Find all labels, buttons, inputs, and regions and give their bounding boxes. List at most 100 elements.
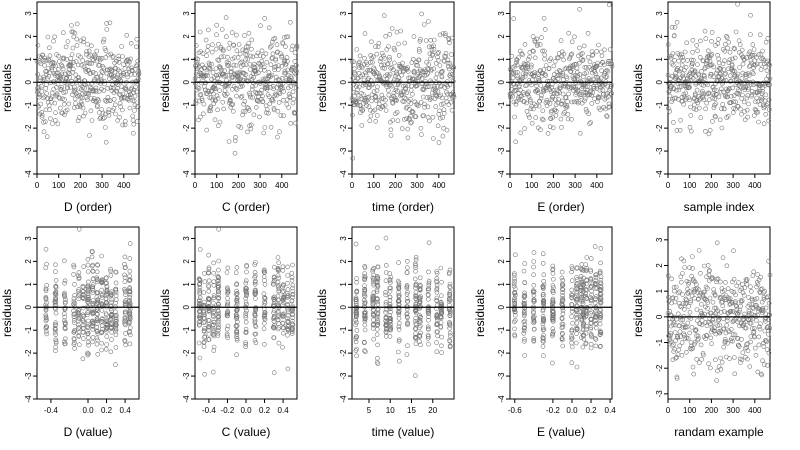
data-point: [94, 269, 100, 275]
data-point: [696, 360, 702, 365]
data-point: [721, 309, 727, 314]
data-point: [387, 334, 393, 339]
data-point: [434, 306, 439, 311]
data-point: [50, 63, 56, 69]
data-point: [748, 58, 754, 63]
data-point: [81, 264, 86, 269]
data-point: [681, 258, 687, 264]
data-point: [428, 37, 434, 43]
data-point: [223, 73, 228, 78]
data-point: [593, 272, 598, 278]
data-point: [209, 62, 214, 67]
x-axis-label: C (value): [222, 425, 271, 439]
data-point: [417, 49, 422, 54]
data-point: [62, 314, 68, 320]
data-point: [396, 75, 402, 80]
data-point: [551, 285, 556, 291]
data-point: [122, 288, 128, 294]
data-point: [247, 61, 253, 67]
data-point: [522, 261, 528, 266]
points-group: [665, 2, 773, 137]
data-point: [76, 227, 82, 232]
data-point: [590, 52, 596, 58]
data-point: [132, 93, 138, 99]
data-point: [36, 104, 41, 110]
data-point: [102, 98, 108, 103]
data-point: [383, 307, 389, 313]
data-point: [94, 311, 100, 317]
data-point: [593, 275, 599, 280]
data-point: [589, 292, 594, 298]
data-point: [425, 336, 431, 341]
data-point: [572, 62, 577, 67]
data-point: [590, 53, 595, 58]
data-point: [550, 276, 556, 282]
data-point: [560, 290, 565, 295]
data-point: [102, 46, 108, 51]
data-point: [197, 308, 203, 314]
data-point: [702, 289, 708, 295]
data-point: [225, 54, 230, 60]
plot-frame: [194, 1, 298, 175]
data-point: [109, 68, 115, 74]
data-point: [449, 52, 454, 57]
data-point: [676, 87, 682, 93]
data-point: [69, 29, 75, 35]
x-axis-label: sample index: [684, 200, 755, 214]
data-point: [241, 70, 246, 76]
data-point: [730, 85, 735, 91]
data-point: [262, 16, 267, 21]
data-point: [706, 131, 712, 137]
y-tick-label: -4: [24, 170, 33, 178]
data-point: [597, 297, 603, 303]
data-point: [206, 288, 212, 294]
data-point: [433, 60, 439, 66]
data-point: [683, 349, 689, 355]
data-point: [116, 53, 122, 59]
data-point: [53, 93, 59, 99]
data-point: [375, 264, 381, 270]
data-point: [442, 31, 448, 36]
data-point: [257, 53, 263, 59]
data-point: [560, 277, 566, 283]
data-point: [598, 332, 603, 337]
data-point: [113, 300, 118, 306]
data-point: [279, 64, 285, 69]
data-point: [41, 129, 47, 134]
data-point: [531, 320, 536, 326]
data-point: [390, 67, 396, 73]
data-point: [290, 315, 296, 321]
data-point: [540, 294, 546, 299]
data-point: [718, 67, 724, 72]
data-point: [354, 346, 360, 352]
data-point: [677, 289, 682, 295]
data-point: [75, 289, 81, 294]
data-point: [378, 76, 383, 81]
data-point: [379, 50, 385, 56]
data-point: [206, 337, 212, 342]
data-point: [679, 304, 685, 310]
data-point: [747, 364, 753, 369]
data-point: [577, 7, 582, 12]
data-point: [511, 281, 517, 287]
data-point: [535, 70, 540, 76]
data-point: [433, 87, 438, 93]
data-point: [89, 263, 95, 269]
data-point: [83, 91, 88, 96]
data-point: [721, 288, 727, 293]
data-point: [81, 39, 86, 45]
data-point: [395, 278, 401, 284]
data-point: [682, 265, 688, 270]
data-point: [573, 281, 579, 287]
data-point: [290, 289, 296, 294]
data-point: [396, 53, 402, 58]
data-point: [436, 50, 441, 55]
data-point: [418, 342, 423, 348]
data-point: [263, 110, 269, 115]
data-point: [535, 41, 541, 47]
data-point: [725, 45, 730, 51]
data-point: [261, 326, 267, 332]
data-point: [246, 108, 252, 113]
data-point: [443, 33, 448, 39]
data-point: [420, 113, 426, 119]
